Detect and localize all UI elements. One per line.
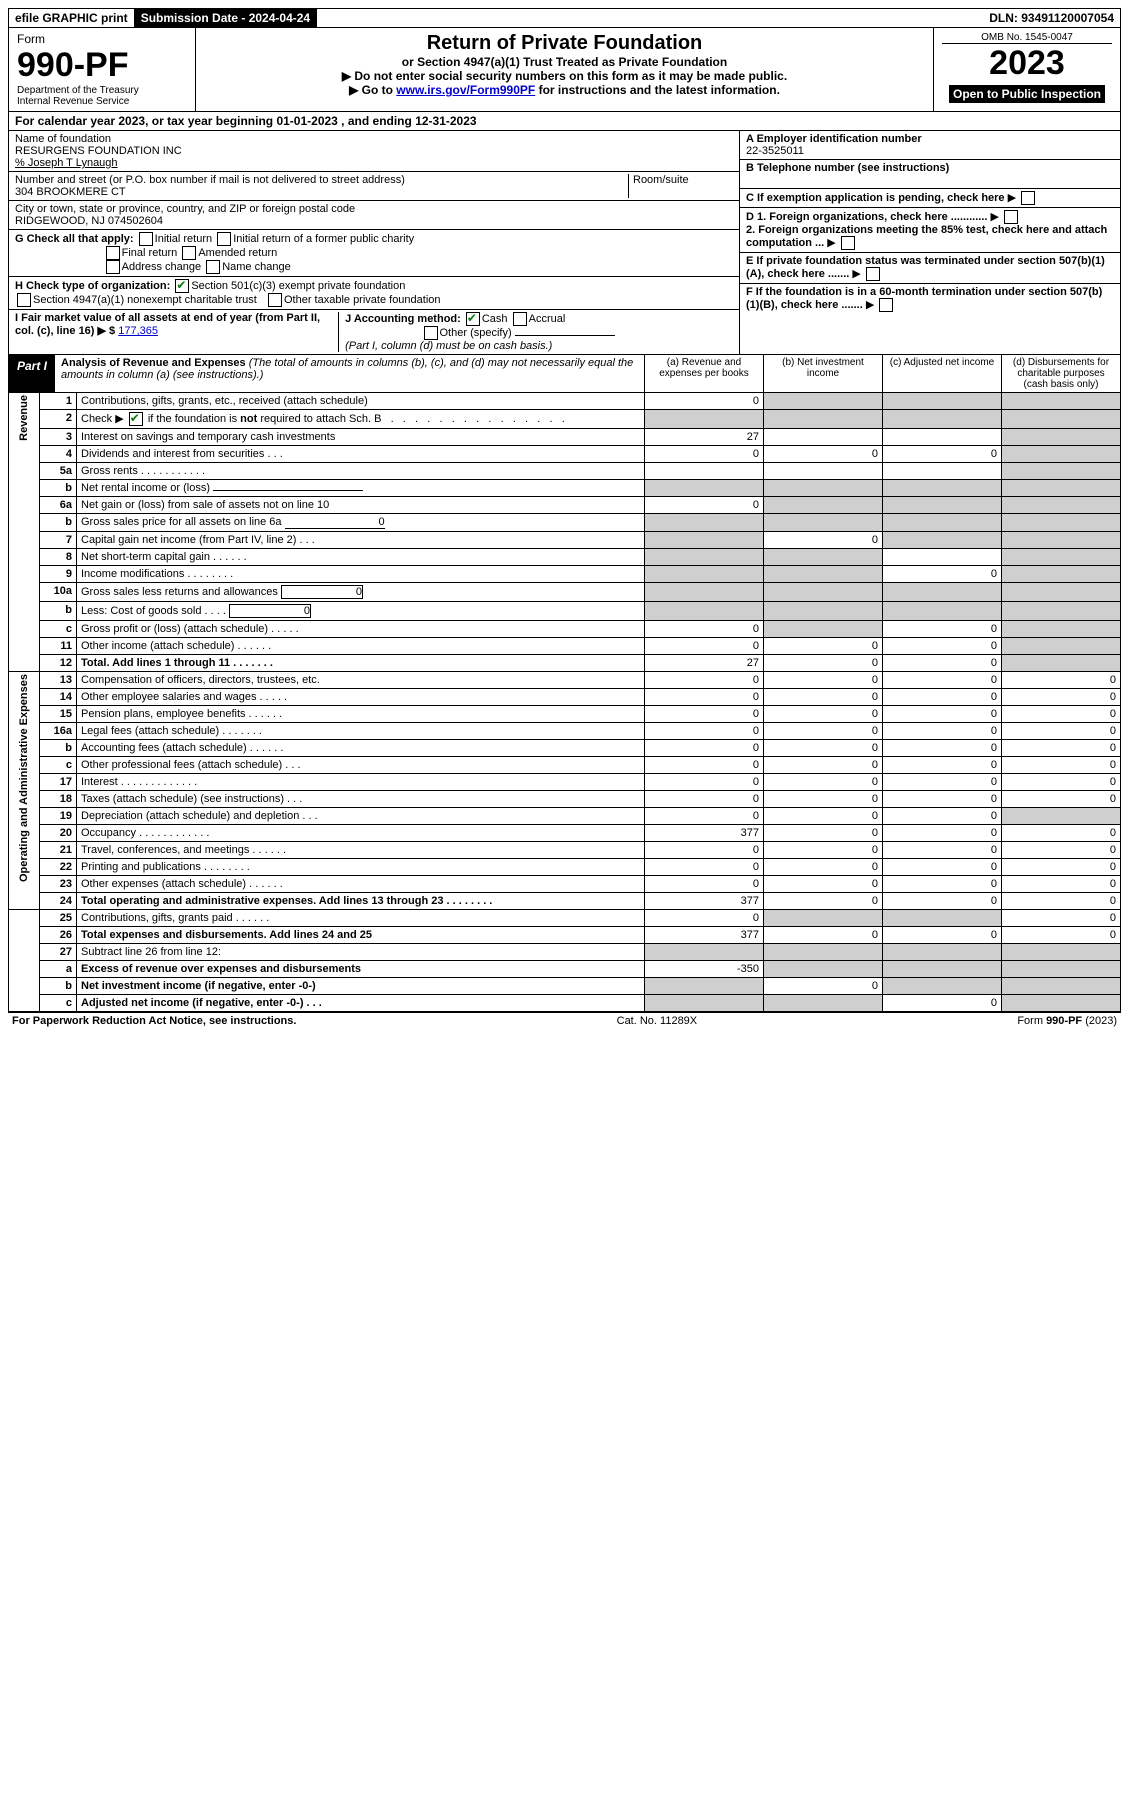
- paperwork-notice: For Paperwork Reduction Act Notice, see …: [12, 1015, 296, 1027]
- care-of: % Joseph T Lynaugh: [15, 157, 733, 169]
- warning-2: ▶ Go to www.irs.gov/Form990PF for instru…: [204, 83, 925, 97]
- other-taxable-checkbox[interactable]: [268, 293, 282, 307]
- j-note: (Part I, column (d) must be on cash basi…: [345, 340, 552, 352]
- part1-header: Part I Analysis of Revenue and Expenses …: [8, 355, 1121, 393]
- part1-title: Analysis of Revenue and Expenses: [61, 357, 246, 369]
- name-change-checkbox[interactable]: [206, 260, 220, 274]
- ein-value: 22-3525011: [746, 145, 1114, 157]
- 501c3-checkbox[interactable]: [175, 279, 189, 293]
- identity-section: Name of foundation RESURGENS FOUNDATION …: [8, 131, 1121, 355]
- status-terminated-checkbox[interactable]: [866, 267, 880, 281]
- g-label: G Check all that apply:: [15, 233, 134, 245]
- tax-year: 2023: [942, 44, 1112, 83]
- final-return-checkbox[interactable]: [106, 246, 120, 260]
- warning-1: ▶ Do not enter social security numbers o…: [204, 69, 925, 83]
- city-label: City or town, state or province, country…: [15, 203, 733, 215]
- city-state-zip: RIDGEWOOD, NJ 074502604: [15, 215, 733, 227]
- expenses-section-label: Operating and Administrative Expenses: [9, 672, 40, 910]
- ein-label: A Employer identification number: [746, 133, 1114, 145]
- revenue-section-label: Revenue: [9, 393, 40, 672]
- c-label: C If exemption application is pending, c…: [746, 192, 1005, 204]
- 60month-checkbox[interactable]: [879, 298, 893, 312]
- initial-return-checkbox[interactable]: [139, 232, 153, 246]
- omb-label: OMB No. 1545-0047: [942, 32, 1112, 44]
- dln-label: DLN: 93491120007054: [983, 9, 1120, 27]
- submission-date: Submission Date - 2024-04-24: [135, 9, 317, 27]
- address-change-checkbox[interactable]: [106, 260, 120, 274]
- form-label: Form: [17, 32, 187, 46]
- amended-return-checkbox[interactable]: [182, 246, 196, 260]
- accrual-checkbox[interactable]: [513, 312, 527, 326]
- form-title: Return of Private Foundation: [204, 32, 925, 55]
- 4947-checkbox[interactable]: [17, 293, 31, 307]
- part1-table: Revenue 1Contributions, gifts, grants, e…: [8, 393, 1121, 1012]
- e-label: E If private foundation status was termi…: [746, 255, 1105, 280]
- form-ref: Form 990-PF (2023): [1017, 1015, 1117, 1027]
- h-label: H Check type of organization:: [15, 280, 170, 292]
- street-address: 304 BROOKMERE CT: [15, 186, 628, 198]
- col-d-header: (d) Disbursements for charitable purpose…: [1001, 355, 1120, 392]
- fmv-link[interactable]: 177,365: [118, 325, 158, 337]
- page-footer: For Paperwork Reduction Act Notice, see …: [8, 1012, 1121, 1029]
- exemption-pending-checkbox[interactable]: [1021, 191, 1035, 205]
- calendar-year-row: For calendar year 2023, or tax year begi…: [8, 112, 1121, 131]
- i-label: I Fair market value of all assets at end…: [15, 312, 320, 337]
- f-label: F If the foundation is in a 60-month ter…: [746, 286, 1102, 311]
- schb-checkbox[interactable]: [129, 412, 143, 426]
- col-a-header: (a) Revenue and expenses per books: [644, 355, 763, 392]
- instructions-link[interactable]: www.irs.gov/Form990PF: [396, 83, 535, 97]
- foundation-name: RESURGENS FOUNDATION INC: [15, 145, 733, 157]
- foreign-org-checkbox[interactable]: [1004, 210, 1018, 224]
- initial-public-checkbox[interactable]: [217, 232, 231, 246]
- d1-label: D 1. Foreign organizations, check here .…: [746, 211, 987, 223]
- col-c-header: (c) Adjusted net income: [882, 355, 1001, 392]
- phone-label: B Telephone number (see instructions): [746, 162, 1114, 174]
- street-label: Number and street (or P.O. box number if…: [15, 174, 628, 186]
- form-header: Form 990-PF Department of the Treasury I…: [8, 28, 1121, 112]
- catalog-number: Cat. No. 11289X: [617, 1015, 698, 1027]
- j-label: J Accounting method:: [345, 313, 461, 325]
- dept-label: Department of the Treasury: [17, 85, 187, 96]
- efile-label: efile GRAPHIC print: [9, 9, 135, 27]
- top-bar: efile GRAPHIC print Submission Date - 20…: [8, 8, 1121, 28]
- name-label: Name of foundation: [15, 133, 733, 145]
- room-label: Room/suite: [633, 174, 733, 186]
- d2-label: 2. Foreign organizations meeting the 85%…: [746, 224, 1107, 249]
- form-subtitle: or Section 4947(a)(1) Trust Treated as P…: [204, 55, 925, 69]
- foreign-85-checkbox[interactable]: [841, 236, 855, 250]
- irs-label: Internal Revenue Service: [17, 96, 187, 107]
- part1-label: Part I: [9, 355, 55, 392]
- form-number: 990-PF: [17, 46, 187, 85]
- other-method-checkbox[interactable]: [424, 326, 438, 340]
- open-public-label: Open to Public Inspection: [949, 85, 1105, 103]
- col-b-header: (b) Net investment income: [763, 355, 882, 392]
- cash-checkbox[interactable]: [466, 312, 480, 326]
